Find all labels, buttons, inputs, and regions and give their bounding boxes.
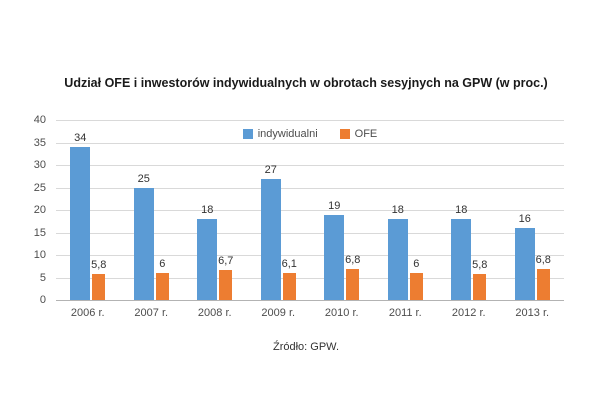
bar-value-label: 6,8: [535, 254, 551, 267]
bar-value-label: 5,8: [91, 258, 107, 271]
bar-value-label: 18: [455, 204, 468, 216]
bar-group: 18 5,8: [437, 120, 501, 300]
bar-ofe: 5,8: [91, 259, 106, 300]
gridline: [56, 187, 564, 189]
bar-ofe: 6,7: [218, 255, 233, 300]
plot-area: indywidualni OFE 34 5,8 25 6 18 6,7 27 6,1 19 6,8…: [56, 120, 564, 301]
y-tick-label: 0: [39, 294, 46, 306]
gridline: [56, 120, 564, 121]
bar-value-label: 34: [74, 132, 87, 144]
gridline: [56, 255, 564, 256]
bar-value-label: 18: [201, 204, 214, 216]
bar-value-label: 5,8: [472, 258, 488, 271]
y-tick-label: 20: [33, 204, 46, 216]
gridline: [56, 277, 564, 279]
legend-swatch-ofe: [339, 129, 350, 139]
x-tick-label: 2010 r.: [324, 307, 359, 319]
y-tick-label: 35: [33, 136, 46, 149]
y-tick-label: 5: [39, 271, 46, 284]
y-tick-label: 15: [33, 226, 46, 239]
bar-value-label: 27: [264, 163, 277, 176]
legend-item-ofe: OFE: [339, 128, 378, 140]
bar-value-label: 25: [137, 172, 150, 185]
x-axis: 2006 r. 2007 r. 2008 r. 2009 r. 2010 r. 2011 …: [56, 307, 564, 319]
bar-value-label: 6: [159, 258, 166, 270]
bar-indywidualni: 16: [514, 213, 535, 300]
bar-indywidualni: 18: [387, 204, 408, 300]
bar-ofe: 6: [155, 258, 169, 300]
x-tick-label: 2013 r.: [515, 307, 550, 319]
x-tick-label: 2008 r.: [197, 307, 232, 319]
gridline: [56, 232, 564, 234]
legend-swatch-indywidualni: [242, 129, 253, 139]
x-tick-label: 2011 r.: [388, 307, 422, 319]
y-axis: 0 5 10 15 20 25 30 35 40: [4, 114, 46, 306]
y-tick-label: 30: [33, 159, 46, 171]
bar-value-label: 19: [328, 199, 341, 212]
bar-value-label: 6,8: [345, 254, 361, 267]
legend-label-ofe: OFE: [354, 128, 378, 140]
bar-value-label: 6: [413, 258, 420, 270]
x-tick-label: 2009 r.: [261, 307, 296, 319]
bar-ofe: 6,8: [536, 254, 551, 300]
y-tick-label: 25: [33, 181, 46, 194]
y-tick-label: 40: [33, 114, 46, 126]
bar-group: 34 5,8: [56, 120, 120, 300]
bar-group: 25 6: [120, 120, 184, 300]
source-caption: Źródło: GPW.: [272, 341, 340, 353]
bar-value-label: 18: [391, 204, 404, 216]
bar-group: 27 6,1: [247, 120, 311, 300]
y-tick-label: 10: [33, 249, 46, 261]
bar-indywidualni: 18: [197, 204, 218, 300]
bar-groups: 34 5,8 25 6 18 6,7 27 6,1 19 6,8 18 6 18 5,8 16 6,8: [56, 120, 564, 300]
bar-indywidualni: 19: [324, 200, 345, 300]
bar-ofe: 6: [409, 258, 423, 300]
bar-indywidualni: 34: [70, 132, 91, 300]
bar-indywidualni: 27: [260, 164, 281, 300]
x-tick-label: 2006 r.: [70, 307, 105, 319]
gridline: [56, 210, 564, 211]
bar-group: 18 6,7: [183, 120, 247, 300]
x-tick-label: 2012 r.: [451, 307, 486, 319]
bar-indywidualni: 18: [451, 204, 472, 300]
bar-value-label: 6,7: [218, 254, 234, 267]
legend-label-indywidualni: indywidualni: [257, 128, 318, 140]
bar-ofe: 6,8: [345, 254, 360, 300]
gridline: [56, 142, 564, 144]
bar-ofe: 6,1: [282, 258, 297, 300]
bar-group: 18 6: [374, 120, 438, 300]
legend-item-indywidualni: indywidualni: [242, 128, 318, 140]
chart-title: Udział OFE i inwestorów indywidualnych w…: [64, 76, 548, 90]
bar-ofe: 5,8: [472, 259, 487, 300]
gridline: [56, 165, 564, 166]
x-tick-label: 2007 r.: [134, 307, 169, 319]
bar-value-label: 6,1: [281, 257, 297, 270]
bar-value-label: 16: [518, 213, 531, 225]
bar-indywidualni: 25: [133, 173, 154, 300]
bar-group: 16 6,8: [501, 120, 565, 300]
bar-group: 19 6,8: [310, 120, 374, 300]
legend: indywidualni OFE: [56, 128, 564, 140]
